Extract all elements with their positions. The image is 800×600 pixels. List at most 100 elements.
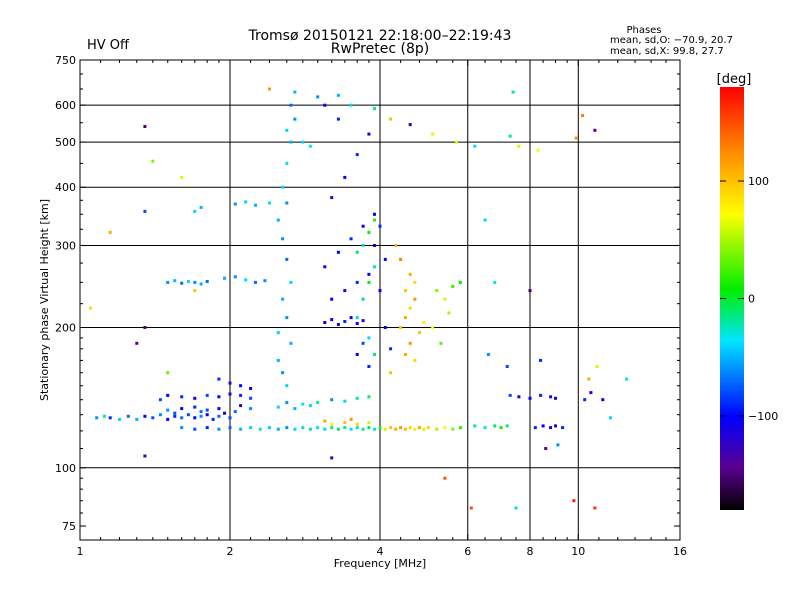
data-point	[355, 353, 359, 356]
data-point	[451, 427, 455, 431]
data-point	[404, 353, 407, 356]
data-point	[249, 387, 253, 390]
data-point	[343, 399, 347, 403]
data-point	[223, 411, 226, 415]
data-point	[239, 404, 243, 408]
data-point	[330, 297, 334, 301]
data-point	[561, 426, 565, 430]
data-point	[293, 407, 297, 411]
data-point	[493, 424, 497, 428]
data-point	[316, 426, 320, 430]
data-point	[505, 365, 509, 368]
data-point	[554, 396, 557, 400]
data-point	[276, 427, 280, 431]
data-point	[289, 103, 293, 107]
data-point	[443, 476, 447, 480]
data-point	[431, 326, 435, 329]
data-point	[285, 257, 289, 261]
data-point	[330, 318, 334, 322]
data-point	[418, 426, 421, 430]
data-point	[281, 297, 285, 301]
data-point	[458, 426, 462, 430]
data-point	[95, 416, 99, 420]
data-point	[473, 424, 477, 428]
data-point	[383, 427, 387, 431]
data-point	[373, 218, 376, 222]
data-point	[595, 365, 599, 368]
data-point	[367, 365, 371, 368]
data-point	[126, 414, 130, 418]
data-point	[399, 326, 403, 329]
data-point	[505, 424, 509, 428]
data-point	[244, 278, 248, 282]
data-point	[285, 384, 289, 388]
data-point	[361, 224, 365, 228]
data-point	[378, 426, 382, 430]
data-point	[205, 426, 209, 430]
data-point	[601, 398, 605, 402]
data-point	[158, 398, 162, 402]
data-point	[443, 297, 447, 301]
data-point	[186, 413, 190, 417]
data-point	[108, 416, 112, 420]
data-point	[431, 132, 435, 136]
data-point	[268, 87, 271, 91]
status-label: HV Off	[87, 38, 130, 53]
data-point	[373, 244, 376, 247]
data-point	[289, 280, 293, 284]
data-point	[528, 289, 532, 293]
data-point	[361, 244, 365, 247]
data-point	[514, 506, 518, 510]
data-point	[330, 398, 334, 402]
data-points	[89, 87, 629, 510]
data-point	[399, 426, 403, 430]
data-point	[508, 393, 512, 397]
data-point	[233, 202, 237, 206]
data-point	[330, 456, 334, 460]
data-point	[343, 320, 347, 323]
data-point	[205, 408, 209, 412]
data-point	[536, 148, 540, 152]
data-point	[258, 427, 262, 431]
data-point	[355, 396, 359, 400]
data-point	[367, 336, 371, 340]
data-point	[166, 371, 170, 375]
data-point	[180, 426, 184, 430]
data-point	[517, 144, 521, 148]
chart-title: Tromsø 20150121 22:18:00–22:19:43	[248, 28, 512, 44]
data-point	[367, 280, 371, 284]
x-tick-label: 10	[571, 545, 585, 558]
data-point	[103, 414, 106, 418]
data-point	[394, 244, 398, 247]
data-point	[422, 321, 426, 324]
data-point	[135, 341, 139, 345]
data-point	[367, 272, 371, 276]
y-tick-label: 300	[55, 239, 76, 252]
data-point	[572, 499, 576, 503]
data-point	[589, 391, 593, 395]
data-point	[443, 426, 447, 430]
data-point	[263, 279, 267, 283]
data-point	[408, 426, 412, 430]
x-axis-label: Frequency [MHz]	[334, 557, 426, 570]
data-point	[249, 396, 253, 400]
data-point	[180, 175, 184, 179]
data-point	[323, 427, 327, 431]
data-point	[173, 411, 177, 415]
y-tick-label: 750	[55, 54, 76, 67]
phases-heading: Phases	[626, 25, 661, 36]
data-point	[151, 159, 155, 163]
data-point	[239, 427, 243, 431]
data-point	[254, 280, 257, 284]
data-point	[166, 408, 170, 412]
chart-subtitle: RwPretec (8p)	[331, 41, 429, 57]
data-point	[233, 275, 237, 279]
data-point	[301, 140, 305, 144]
data-point	[473, 144, 477, 148]
data-point	[249, 407, 253, 411]
data-point	[373, 265, 376, 269]
data-point	[361, 341, 365, 345]
data-point	[343, 421, 347, 425]
data-point	[511, 90, 515, 94]
data-point	[217, 407, 221, 411]
